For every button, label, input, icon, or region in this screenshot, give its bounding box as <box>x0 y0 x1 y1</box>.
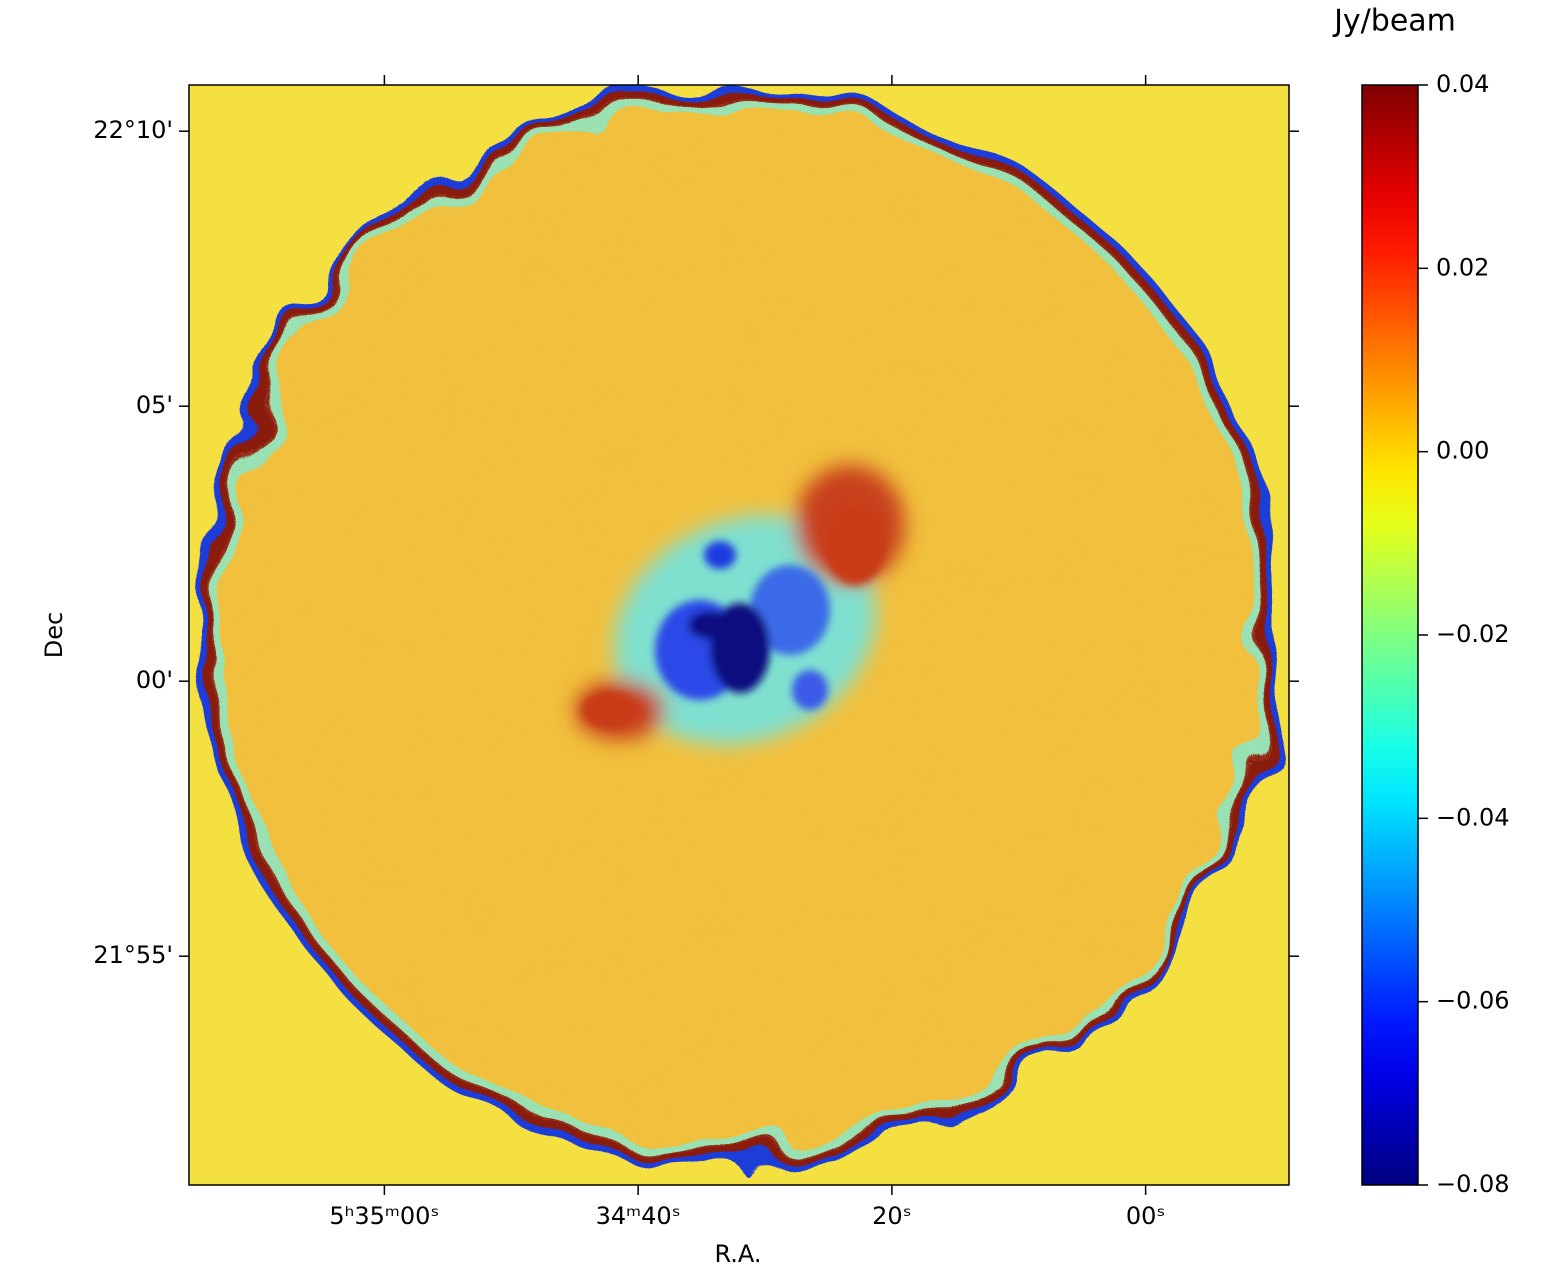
colorbar-tick-label: −0.06 <box>1436 987 1510 1015</box>
colorbar-tick-label: −0.08 <box>1436 1170 1510 1198</box>
x-tick-label: 5ʰ35ᵐ00ˢ <box>329 1202 439 1230</box>
colorbar <box>1361 84 1419 1186</box>
colorbar-label: Jy/beam <box>1332 4 1456 39</box>
colorbar-tick-label: 0.04 <box>1436 70 1489 98</box>
colorbar-tick-label: −0.02 <box>1436 620 1510 648</box>
axes-frame <box>188 84 1290 1186</box>
colorbar-tick-label: −0.04 <box>1436 803 1510 831</box>
colorbar-tick-label: 0.00 <box>1436 437 1489 465</box>
map-image <box>189 85 1289 1185</box>
y-axis-label: Dec <box>40 612 68 658</box>
x-tick-label: 20ˢ <box>872 1202 912 1230</box>
colorbar-tick-label: 0.02 <box>1436 253 1489 281</box>
x-tick-label: 34ᵐ40ˢ <box>596 1202 681 1230</box>
y-tick-label: 21°55' <box>93 941 173 969</box>
x-tick-label: 00ˢ <box>1126 1202 1166 1230</box>
y-tick-label: 00' <box>136 666 173 694</box>
y-tick-label: 22°10' <box>93 116 173 144</box>
y-tick-label: 05' <box>136 391 173 419</box>
x-axis-label: R.A. <box>714 1240 761 1268</box>
